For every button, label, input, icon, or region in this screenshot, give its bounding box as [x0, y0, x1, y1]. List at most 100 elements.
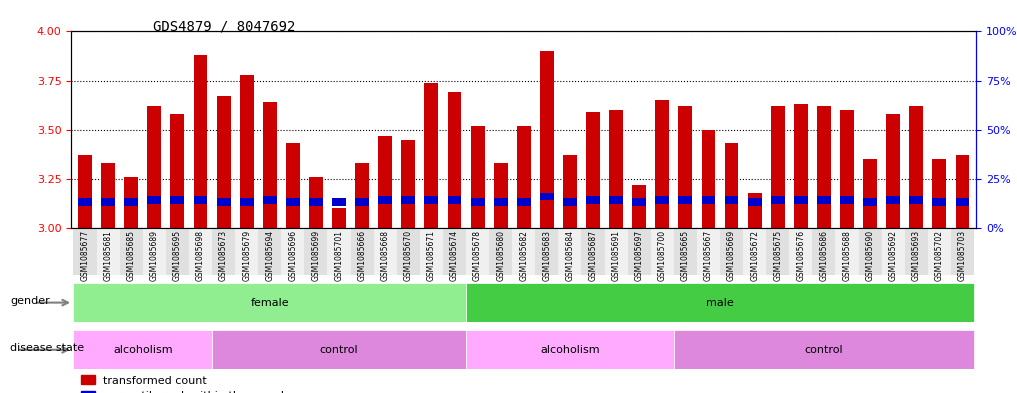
Text: GSM1085689: GSM1085689: [149, 230, 159, 281]
Text: GSM1085665: GSM1085665: [681, 230, 690, 281]
Bar: [189, 228, 212, 275]
Text: GSM1085701: GSM1085701: [335, 230, 344, 281]
Bar: [633, 185, 646, 228]
Bar: [73, 228, 97, 275]
Text: GSM1085677: GSM1085677: [80, 230, 89, 281]
Text: GSM1085696: GSM1085696: [289, 230, 297, 281]
Bar: [193, 55, 207, 228]
Bar: [558, 228, 582, 275]
Bar: [424, 196, 438, 204]
Bar: [956, 198, 969, 206]
Bar: [882, 228, 905, 275]
Bar: [282, 228, 304, 275]
Text: GSM1085667: GSM1085667: [704, 230, 713, 281]
Bar: [886, 114, 900, 228]
Bar: [447, 92, 462, 228]
Bar: [678, 106, 693, 228]
Bar: [471, 198, 484, 206]
Bar: [586, 112, 600, 228]
Bar: [743, 228, 766, 275]
Text: GSM1085699: GSM1085699: [311, 230, 320, 281]
Bar: [678, 196, 693, 204]
Bar: [166, 228, 189, 275]
Bar: [402, 196, 415, 204]
Bar: [517, 126, 531, 228]
Text: GSM1085698: GSM1085698: [196, 230, 205, 281]
Bar: [789, 228, 813, 275]
Bar: [355, 198, 369, 206]
Text: GSM1085678: GSM1085678: [473, 230, 482, 281]
Bar: [840, 110, 854, 228]
Text: GSM1085683: GSM1085683: [542, 230, 551, 281]
Bar: [817, 196, 831, 204]
Bar: [747, 193, 762, 228]
Text: GSM1085672: GSM1085672: [751, 230, 759, 281]
Text: GSM1085693: GSM1085693: [912, 230, 920, 281]
Bar: [240, 75, 253, 228]
Bar: [771, 196, 785, 204]
Text: control: control: [319, 345, 358, 355]
Bar: [235, 228, 258, 275]
Bar: [540, 51, 554, 228]
Text: female: female: [250, 298, 289, 308]
Bar: [304, 228, 327, 275]
Bar: [124, 198, 138, 206]
Bar: [909, 106, 923, 228]
Bar: [563, 155, 577, 228]
Bar: [609, 110, 623, 228]
Bar: [817, 106, 831, 228]
Text: GSM1085690: GSM1085690: [865, 230, 875, 281]
Bar: [309, 198, 322, 206]
Text: alcoholism: alcoholism: [113, 345, 173, 355]
Bar: [951, 228, 974, 275]
Bar: [240, 198, 253, 206]
Bar: [517, 198, 531, 206]
Bar: [674, 330, 974, 369]
Bar: [697, 228, 720, 275]
Bar: [794, 104, 807, 228]
Bar: [863, 198, 877, 206]
Bar: [120, 228, 142, 275]
Bar: [905, 228, 928, 275]
Bar: [836, 228, 858, 275]
Bar: [262, 196, 277, 204]
Bar: [747, 198, 762, 206]
Bar: [956, 155, 969, 228]
Text: control: control: [804, 345, 843, 355]
Bar: [928, 228, 951, 275]
Bar: [373, 228, 397, 275]
Bar: [424, 83, 438, 228]
Bar: [286, 198, 300, 206]
Text: GSM1085671: GSM1085671: [427, 230, 436, 281]
Text: GSM1085668: GSM1085668: [380, 230, 390, 281]
Text: GDS4879 / 8047692: GDS4879 / 8047692: [153, 20, 295, 34]
Bar: [147, 196, 162, 204]
Text: GSM1085684: GSM1085684: [565, 230, 575, 281]
Bar: [351, 228, 373, 275]
Bar: [171, 114, 184, 228]
Bar: [674, 228, 697, 275]
Text: GSM1085697: GSM1085697: [635, 230, 644, 281]
Bar: [909, 196, 923, 204]
Bar: [535, 228, 558, 275]
Text: GSM1085703: GSM1085703: [958, 230, 967, 281]
Bar: [327, 228, 351, 275]
Bar: [493, 198, 507, 206]
Bar: [655, 100, 669, 228]
Bar: [725, 196, 738, 204]
Bar: [217, 96, 231, 228]
Bar: [97, 228, 120, 275]
Bar: [286, 143, 300, 228]
Bar: [766, 228, 789, 275]
Bar: [258, 228, 282, 275]
Legend: transformed count, percentile rank within the sample: transformed count, percentile rank withi…: [76, 371, 296, 393]
Bar: [655, 196, 669, 204]
Text: GSM1085675: GSM1085675: [773, 230, 782, 281]
Bar: [540, 193, 554, 200]
Bar: [858, 228, 882, 275]
Bar: [651, 228, 674, 275]
Bar: [609, 196, 623, 204]
Bar: [73, 283, 466, 322]
Text: GSM1085687: GSM1085687: [589, 230, 598, 281]
Bar: [217, 198, 231, 206]
